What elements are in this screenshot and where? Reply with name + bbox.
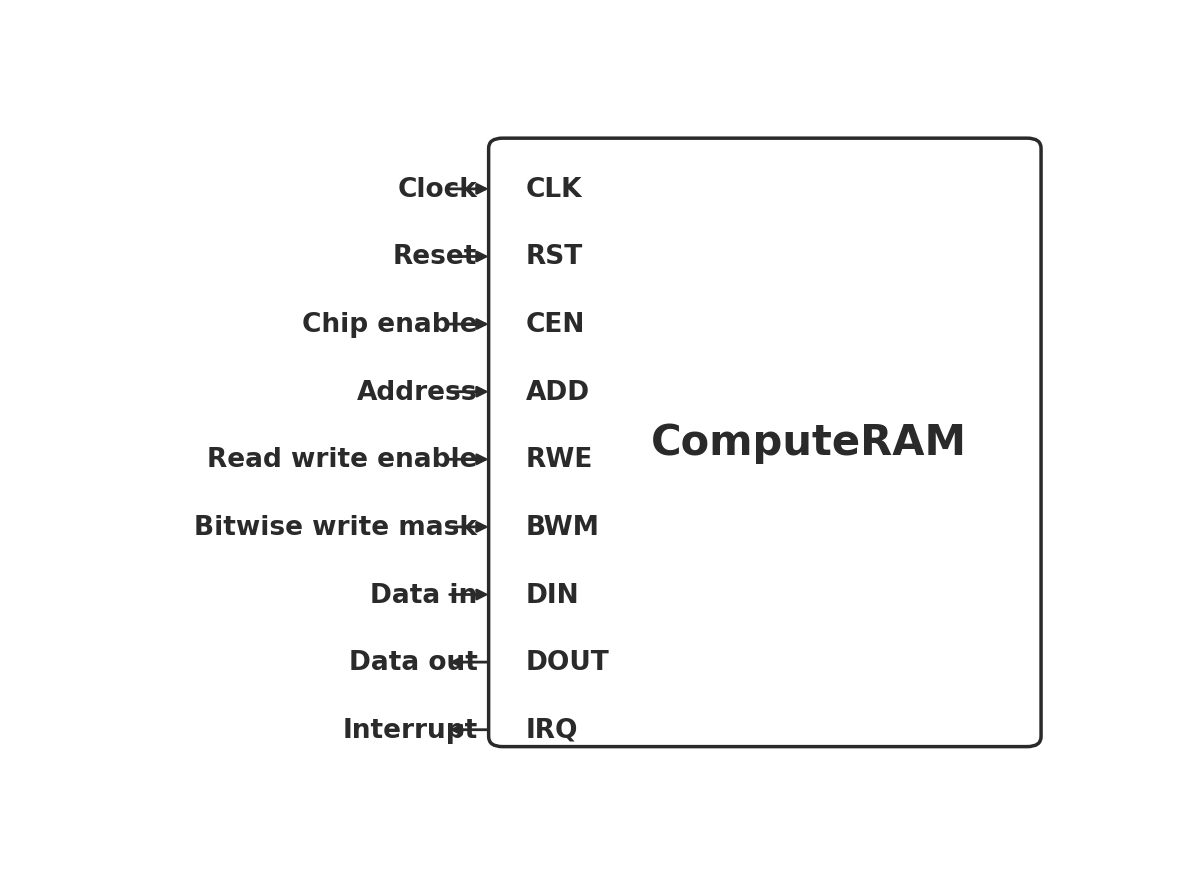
Text: DOUT: DOUT bbox=[526, 649, 610, 675]
Text: Chip enable: Chip enable bbox=[302, 311, 478, 338]
Text: ADD: ADD bbox=[526, 379, 589, 405]
Text: Interrupt: Interrupt bbox=[343, 717, 478, 743]
Text: Address: Address bbox=[357, 379, 478, 405]
Text: IRQ: IRQ bbox=[526, 717, 579, 743]
Text: Reset: Reset bbox=[393, 244, 478, 270]
Text: Clock: Clock bbox=[398, 176, 478, 203]
FancyBboxPatch shape bbox=[489, 139, 1041, 747]
Text: DIN: DIN bbox=[526, 581, 580, 608]
Text: ComputeRAM: ComputeRAM bbox=[651, 422, 967, 464]
Text: Bitwise write mask: Bitwise write mask bbox=[194, 514, 478, 540]
Text: Data in: Data in bbox=[370, 581, 478, 608]
Text: RWE: RWE bbox=[526, 446, 593, 473]
Text: RST: RST bbox=[526, 244, 583, 270]
Text: CEN: CEN bbox=[526, 311, 585, 338]
Text: BWM: BWM bbox=[526, 514, 600, 540]
Text: Read write enable: Read write enable bbox=[207, 446, 478, 473]
Text: CLK: CLK bbox=[526, 176, 582, 203]
Text: Data out: Data out bbox=[349, 649, 478, 675]
